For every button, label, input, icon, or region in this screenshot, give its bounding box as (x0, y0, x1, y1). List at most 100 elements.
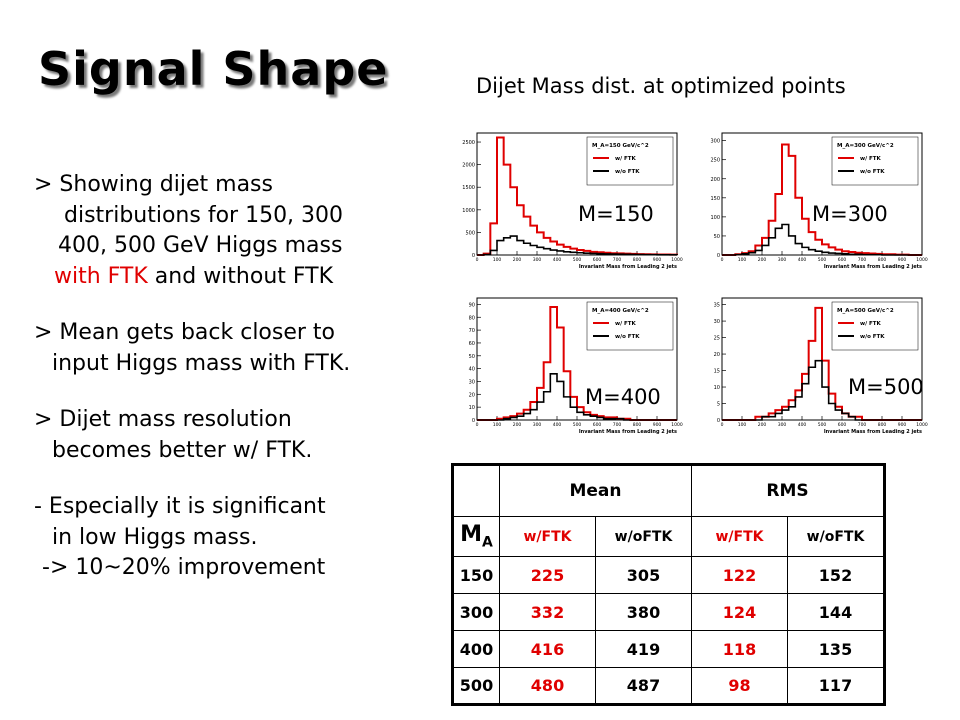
x-tick-label: 900 (653, 422, 662, 428)
x-tick-label: 600 (593, 422, 602, 428)
y-tick-label: 60 (469, 341, 475, 347)
y-tick-label: 40 (469, 367, 475, 373)
y-tick-label: 30 (714, 319, 720, 325)
x-tick-label: 800 (878, 422, 887, 428)
bullet-line: input Higgs mass with FTK. (52, 350, 351, 376)
y-tick-label: 1500 (462, 185, 475, 191)
table-cell: 487 (595, 667, 692, 705)
series-without-ftk (477, 372, 677, 421)
histogram-m500: 35 30 25 20 15 10 5 0 0 100 200 300 400 500 600 700 800 9… (700, 290, 930, 440)
y-tick-label: 2000 (462, 163, 475, 169)
x-tick-label: 200 (758, 257, 767, 263)
histogram-m300: 300 250 200 150 100 50 0 0 100 200 300 400 500 600 700… (700, 125, 930, 275)
legend-entry: w/ FTK (615, 321, 637, 327)
x-tick-label: 100 (738, 422, 747, 428)
bullet-line: > Dijet mass resolution (34, 407, 292, 432)
legend-entry: w/o FTK (860, 334, 885, 340)
y-tick-label: 15 (714, 369, 720, 375)
table-cell: 144 (787, 593, 885, 631)
y-tick-label: 25 (714, 336, 720, 342)
legend-entry: w/ FTK (860, 321, 882, 327)
legend-title: M_A=400 GeV/c^2 (592, 308, 649, 314)
x-tick-label: 100 (493, 257, 502, 263)
table-cell: 419 (595, 630, 692, 668)
y-tick-label: 70 (469, 328, 475, 334)
table-corner (452, 464, 500, 517)
table-cell: 118 (691, 630, 788, 668)
mass-label-300: M=300 (812, 202, 888, 226)
legend-entry: w/ FTK (615, 156, 637, 162)
y-tick-label: 50 (714, 234, 720, 240)
subtitle: Dijet Mass dist. at optimized points (476, 74, 846, 98)
row-header-ma: MA (452, 516, 500, 557)
x-tick-label: 900 (898, 422, 907, 428)
series-without-ftk (722, 359, 922, 421)
x-tick-label: 0 (721, 422, 724, 428)
y-tick-label: 5 (717, 402, 720, 408)
y-tick-label: 10 (714, 385, 720, 391)
bullet-line: in low Higgs mass. (52, 524, 258, 550)
legend-entry: w/ FTK (860, 156, 882, 162)
x-tick-label: 300 (778, 257, 787, 263)
legend-title: M_A=150 GeV/c^2 (592, 143, 649, 149)
bullet-line: distributions for 150, 300 (64, 202, 344, 228)
subheader-mean-noftk: w/oFTK (595, 516, 692, 557)
y-tick-label: 80 (469, 315, 475, 321)
table-cell: 305 (595, 556, 692, 594)
x-tick-label: 600 (838, 422, 847, 428)
legend-entry: w/o FTK (615, 334, 640, 340)
y-tick-label: 100 (710, 215, 720, 221)
histogram-m150: 2500 2000 1500 1000 500 0 0 100 200 300 400 500 600 7… (455, 125, 685, 275)
legend-box (831, 136, 919, 186)
x-tick-label: 500 (573, 422, 582, 428)
x-tick-label: 700 (613, 422, 622, 428)
histogram-m400: 90 80 70 60 50 40 30 20 10 0 0 100 200 300 400 500 600 70… (455, 290, 685, 440)
y-tick-label: 30 (469, 379, 475, 385)
x-tick-label: 300 (533, 422, 542, 428)
x-tick-label: 1000 (671, 257, 683, 263)
series-without-ftk (722, 223, 922, 256)
x-tick-label: 800 (633, 257, 642, 263)
x-tick-label: 100 (493, 422, 502, 428)
x-tick-label: 800 (878, 257, 887, 263)
series-with-ftk (477, 305, 677, 421)
x-tick-label: 400 (798, 422, 807, 428)
bullet-text: and without FTK (147, 263, 334, 289)
x-tick-label: 400 (553, 257, 562, 263)
y-tick-label: 50 (469, 354, 475, 360)
table-cell: 225 (499, 556, 596, 594)
y-tick-label: 200 (710, 177, 720, 183)
x-tick-label: 400 (553, 422, 562, 428)
histogram-svg: 2500 2000 1500 1000 500 00 100 200 300 400 500 600 7… (462, 132, 683, 270)
bullet-line: > Mean gets back closer to (34, 320, 336, 345)
x-axis-label: Invariant Mass from Leading 2 jets (579, 429, 677, 435)
x-tick-label: 0 (476, 422, 479, 428)
table-cell-mass: 400 (452, 630, 500, 668)
x-tick-label: 500 (573, 257, 582, 263)
table-cell: 416 (499, 630, 596, 668)
bullet-line: > Showing dijet mass (34, 172, 273, 197)
y-tick-label: 0 (472, 418, 475, 424)
y-tick-label: 0 (472, 253, 475, 259)
x-tick-label: 200 (513, 422, 522, 428)
x-tick-label: 0 (476, 257, 479, 263)
y-tick-label: 90 (469, 302, 475, 308)
y-tick-label: 20 (469, 392, 475, 398)
legend-entry: w/o FTK (860, 169, 885, 175)
x-tick-label: 300 (778, 422, 787, 428)
header-mean: Mean (499, 464, 692, 517)
x-tick-label: 900 (898, 257, 907, 263)
y-tick-label: 150 (710, 196, 720, 202)
table-cell: 122 (691, 556, 788, 594)
mass-label-500: M=500 (848, 375, 924, 399)
legend-title: M_A=500 GeV/c^2 (837, 308, 894, 314)
table-cell-mass: 300 (452, 593, 500, 631)
x-tick-label: 1000 (916, 422, 928, 428)
legend-box (586, 301, 674, 351)
page-title: Signal Shape (38, 42, 389, 96)
bullet-list: > Showing dijet mass distributions for 1… (34, 170, 454, 584)
ftk-highlight: with FTK (54, 263, 148, 289)
table-cell: 480 (499, 667, 596, 705)
table-cell: 152 (787, 556, 885, 594)
